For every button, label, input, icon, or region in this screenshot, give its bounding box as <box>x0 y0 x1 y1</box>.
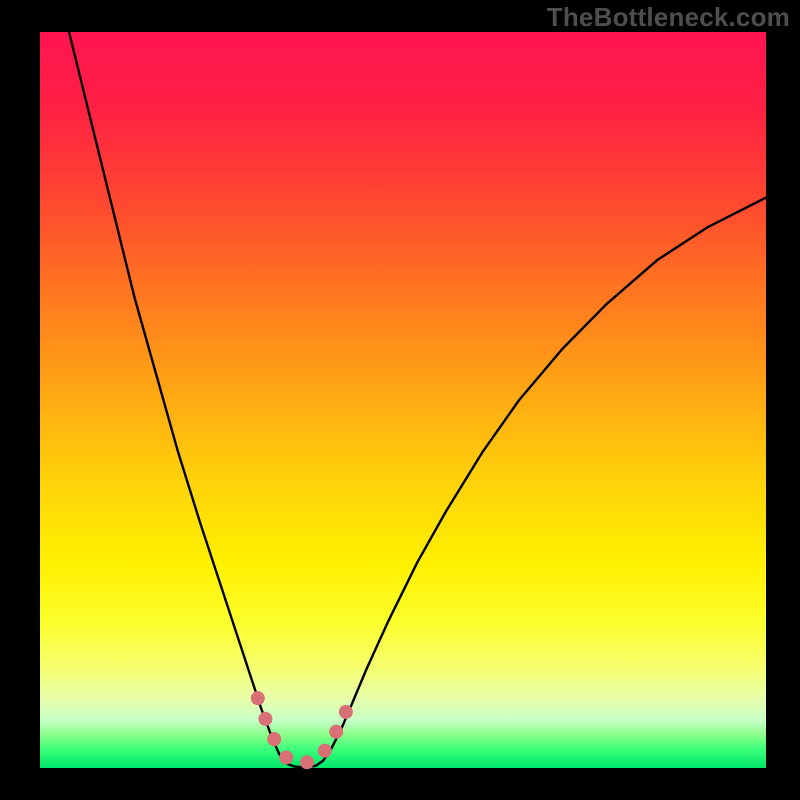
plot-area <box>40 32 766 768</box>
watermark-text: TheBottleneck.com <box>547 2 790 33</box>
gradient-background <box>40 32 766 768</box>
chart-stage: TheBottleneck.com <box>0 0 800 800</box>
chart-svg <box>40 32 766 768</box>
